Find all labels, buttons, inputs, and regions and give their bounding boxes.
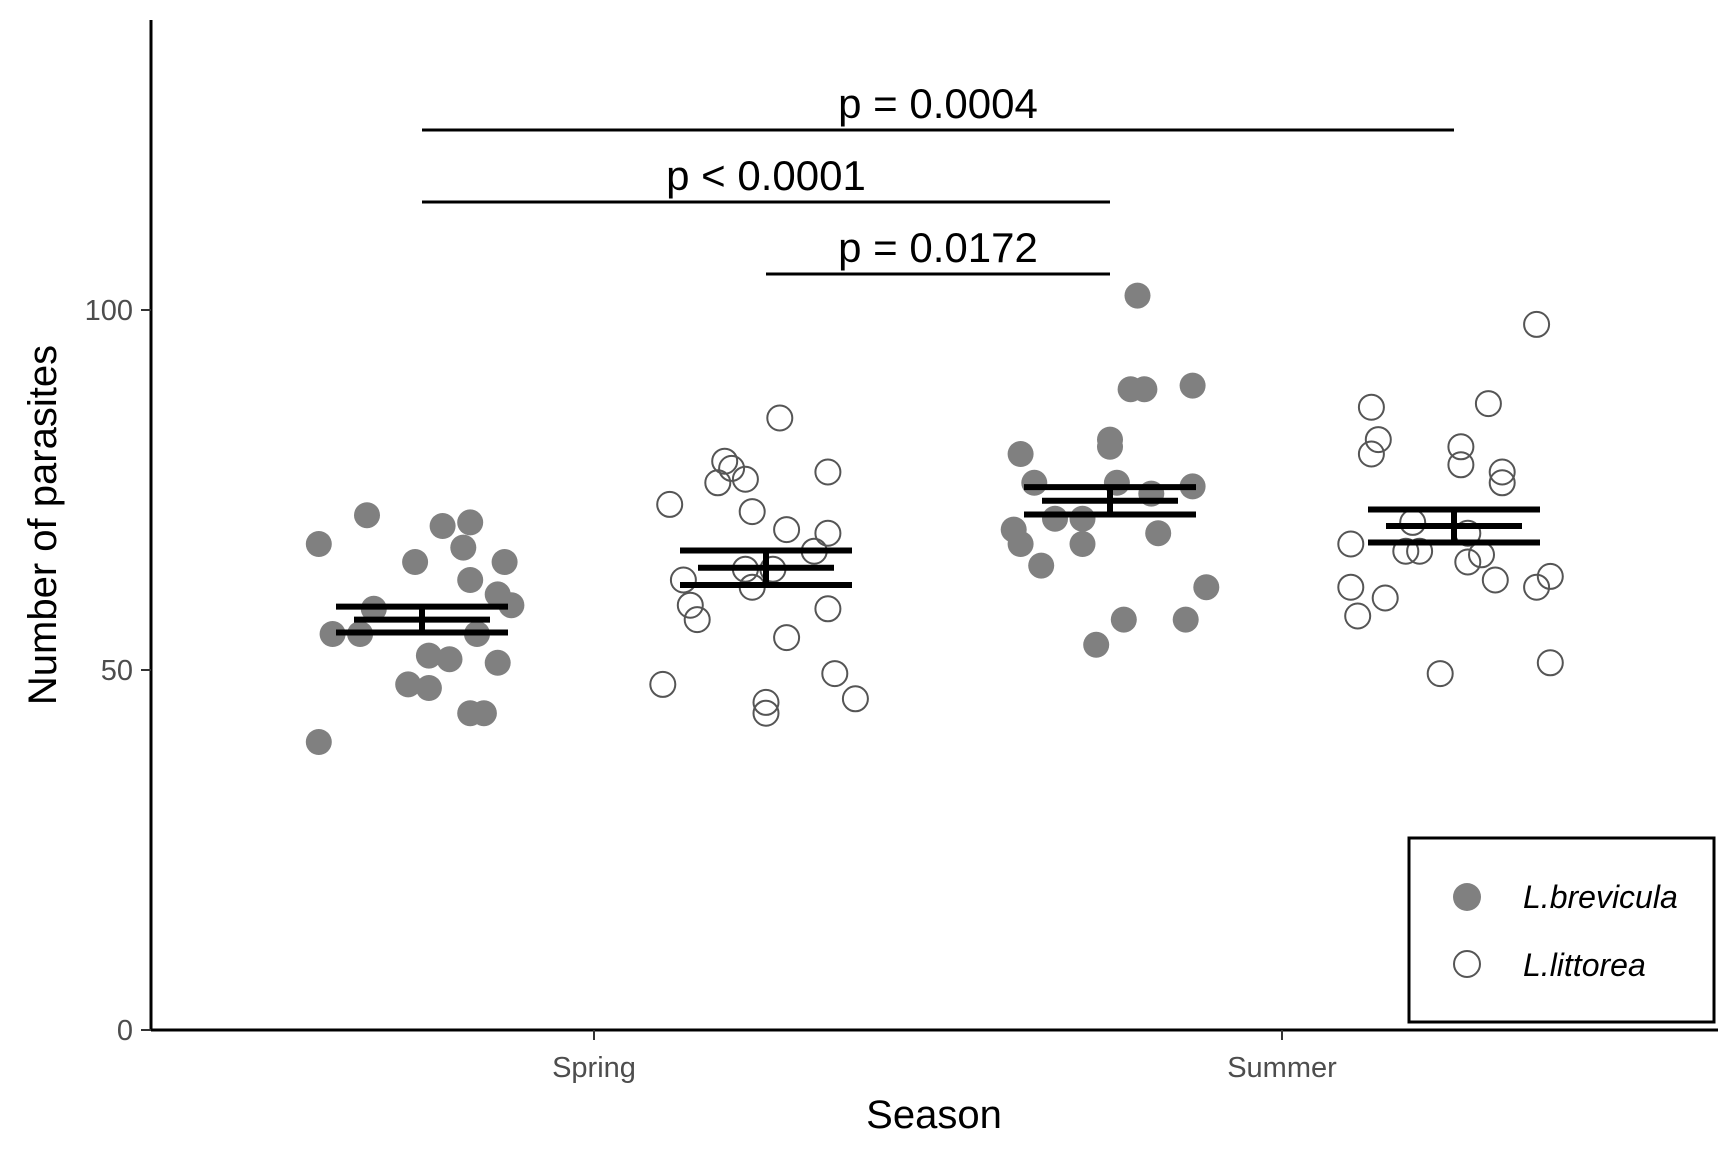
point-brevicula	[402, 549, 429, 575]
point-littorea	[649, 670, 677, 698]
point-littorea	[841, 685, 869, 713]
point-brevicula	[498, 592, 525, 619]
point-littorea	[683, 606, 711, 634]
y-tick-label: 100	[85, 295, 133, 327]
point-littorea	[718, 454, 746, 482]
point-brevicula	[1145, 520, 1172, 547]
point-littorea	[1364, 426, 1392, 454]
point-brevicula	[484, 649, 511, 676]
point-brevicula	[491, 549, 518, 575]
point-littorea	[773, 624, 801, 652]
point-brevicula	[305, 729, 332, 755]
point-brevicula	[395, 671, 422, 698]
legend-key-open-circle	[1453, 950, 1481, 978]
point-littorea	[731, 465, 759, 493]
point-littorea	[1536, 562, 1564, 590]
point-brevicula	[1007, 531, 1034, 557]
point-littorea	[1488, 458, 1516, 486]
point-littorea	[814, 595, 842, 623]
point-littorea	[711, 447, 739, 475]
point-littorea	[1426, 660, 1454, 688]
significance-label: p < 0.0001	[666, 152, 866, 199]
point-littorea	[766, 404, 794, 432]
point-littorea	[821, 660, 849, 688]
point-brevicula	[470, 700, 497, 727]
point-littorea	[1536, 649, 1564, 677]
point-littorea	[1357, 393, 1385, 421]
x-axis-title: Season	[866, 1093, 1002, 1137]
point-brevicula	[415, 675, 442, 701]
point-brevicula	[1193, 574, 1220, 601]
point-brevicula	[457, 567, 484, 593]
legend-label-littorea: L.littorea	[1523, 947, 1646, 983]
point-brevicula	[1021, 469, 1048, 496]
point-brevicula	[319, 621, 346, 647]
point-brevicula	[1007, 441, 1034, 467]
point-littorea	[1454, 548, 1482, 576]
point-littorea	[1523, 573, 1551, 601]
point-brevicula	[1028, 552, 1055, 579]
point-littorea	[1447, 433, 1475, 461]
point-brevicula	[436, 646, 463, 673]
point-brevicula	[305, 531, 332, 557]
legend-box	[1407, 836, 1716, 1024]
point-littorea	[752, 688, 780, 716]
point-littorea	[1399, 508, 1427, 536]
mean-se-bars	[336, 484, 1540, 636]
point-brevicula	[450, 534, 477, 561]
y-axis-title: Number of parasites	[21, 345, 65, 705]
point-brevicula	[1110, 606, 1137, 633]
significance-brackets: p = 0.0004 p < 0.0001 p = 0.0172	[422, 80, 1454, 276]
point-littorea	[1488, 469, 1516, 497]
x-tick-label: Summer	[1227, 1052, 1337, 1084]
point-brevicula	[1124, 282, 1151, 309]
point-littorea	[773, 516, 801, 544]
legend-label-brevicula: L.brevicula	[1523, 879, 1678, 915]
point-littorea	[1357, 440, 1385, 468]
point-littorea	[669, 566, 697, 594]
y-tick-label: 0	[117, 1015, 133, 1047]
point-brevicula	[1131, 376, 1158, 403]
point-littorea	[1337, 573, 1365, 601]
point-littorea	[814, 519, 842, 547]
point-brevicula	[457, 509, 484, 536]
x-axis-ticks: Spring Summer	[552, 1030, 1337, 1084]
significance-label: p = 0.0172	[838, 224, 1038, 271]
point-brevicula	[1083, 631, 1110, 658]
significance-label: p = 0.0004	[838, 80, 1038, 127]
point-littorea	[1481, 566, 1509, 594]
point-littorea	[1468, 541, 1495, 569]
data-points	[305, 282, 1564, 755]
x-tick-label: Spring	[552, 1052, 636, 1084]
point-littorea	[1523, 310, 1551, 338]
legend-key-filled-circle	[1453, 883, 1481, 911]
point-brevicula	[1097, 433, 1123, 460]
point-littorea	[656, 490, 684, 518]
point-littorea	[1344, 602, 1372, 630]
point-brevicula	[1179, 372, 1206, 399]
point-littorea	[752, 699, 780, 727]
y-tick-label: 50	[101, 655, 133, 687]
legend: L.brevicula L.littorea	[1407, 836, 1716, 1024]
point-littorea	[1447, 451, 1475, 479]
point-littorea	[738, 498, 766, 526]
point-brevicula	[1172, 606, 1199, 633]
point-littorea	[1371, 584, 1399, 612]
point-littorea	[814, 458, 842, 486]
point-brevicula	[1069, 531, 1096, 557]
point-brevicula	[354, 502, 380, 529]
point-brevicula	[1069, 505, 1096, 532]
point-littorea	[676, 591, 704, 619]
point-brevicula	[429, 513, 456, 539]
point-brevicula	[1042, 505, 1068, 532]
point-brevicula	[415, 642, 442, 669]
y-axis-ticks: 0 50 100	[85, 295, 151, 1047]
point-littorea	[1406, 537, 1434, 565]
point-littorea	[1392, 537, 1420, 565]
point-littorea	[1474, 390, 1502, 418]
point-littorea	[704, 469, 732, 497]
point-littorea	[1337, 530, 1365, 558]
